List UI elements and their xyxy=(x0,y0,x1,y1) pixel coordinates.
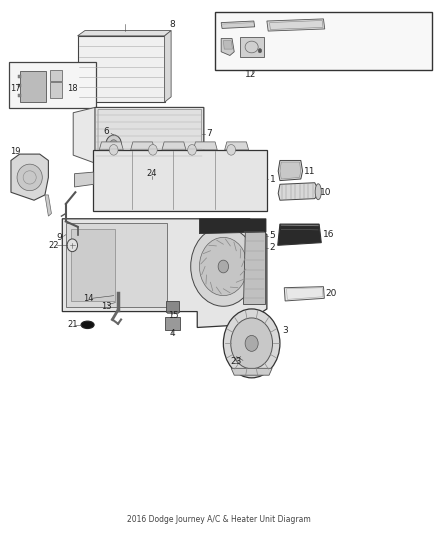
Polygon shape xyxy=(284,287,324,301)
Text: 17: 17 xyxy=(10,84,21,93)
Polygon shape xyxy=(78,36,165,102)
Polygon shape xyxy=(131,142,155,150)
Text: 19: 19 xyxy=(10,148,21,157)
Polygon shape xyxy=(93,150,267,211)
Text: 6: 6 xyxy=(103,127,110,136)
Text: 2016 Dodge Journey A/C & Heater Unit Diagram: 2016 Dodge Journey A/C & Heater Unit Dia… xyxy=(127,515,311,523)
Polygon shape xyxy=(95,108,204,163)
Polygon shape xyxy=(280,162,301,179)
Circle shape xyxy=(218,260,229,273)
Text: 1: 1 xyxy=(270,174,276,183)
Ellipse shape xyxy=(17,164,42,191)
Ellipse shape xyxy=(315,184,321,200)
Bar xyxy=(9,62,96,109)
Bar xyxy=(50,82,62,98)
Polygon shape xyxy=(267,19,325,31)
Polygon shape xyxy=(73,108,204,163)
Polygon shape xyxy=(66,223,167,308)
Polygon shape xyxy=(99,142,123,150)
Polygon shape xyxy=(74,172,94,187)
Bar xyxy=(20,71,46,102)
Text: 21: 21 xyxy=(67,320,78,329)
Text: 14: 14 xyxy=(83,294,94,303)
Polygon shape xyxy=(221,21,254,28)
Circle shape xyxy=(258,49,261,53)
Circle shape xyxy=(191,227,256,306)
Polygon shape xyxy=(11,154,48,200)
Polygon shape xyxy=(223,41,233,49)
Bar xyxy=(18,75,21,78)
Text: 23: 23 xyxy=(231,358,242,367)
Polygon shape xyxy=(165,30,171,102)
Text: 13: 13 xyxy=(101,302,111,311)
Text: 12: 12 xyxy=(245,70,257,79)
Bar xyxy=(215,12,432,70)
Polygon shape xyxy=(221,38,234,55)
Circle shape xyxy=(187,144,196,155)
Circle shape xyxy=(106,135,121,154)
Bar xyxy=(165,317,180,330)
Circle shape xyxy=(245,335,258,351)
Polygon shape xyxy=(162,142,186,150)
Text: 24: 24 xyxy=(146,169,157,178)
Text: 16: 16 xyxy=(322,230,334,239)
Text: 10: 10 xyxy=(321,188,332,197)
Polygon shape xyxy=(71,229,115,301)
Text: 20: 20 xyxy=(325,288,337,297)
Text: 5: 5 xyxy=(269,231,275,240)
Text: 15: 15 xyxy=(168,311,179,320)
Polygon shape xyxy=(78,30,171,36)
Text: 8: 8 xyxy=(170,20,175,29)
Polygon shape xyxy=(193,142,217,150)
Bar xyxy=(166,301,179,312)
Bar xyxy=(240,37,264,57)
Polygon shape xyxy=(45,195,51,216)
Polygon shape xyxy=(243,224,265,304)
Circle shape xyxy=(227,144,236,155)
Text: 7: 7 xyxy=(206,130,212,139)
Polygon shape xyxy=(278,224,321,245)
Text: 18: 18 xyxy=(67,84,78,93)
Polygon shape xyxy=(278,183,318,200)
Bar xyxy=(50,70,62,81)
Polygon shape xyxy=(225,142,249,150)
Bar xyxy=(18,84,21,87)
Circle shape xyxy=(110,144,118,155)
Text: 4: 4 xyxy=(170,329,175,338)
Text: 22: 22 xyxy=(48,241,59,250)
Circle shape xyxy=(231,318,272,369)
Circle shape xyxy=(110,140,117,149)
Polygon shape xyxy=(199,219,266,233)
Bar xyxy=(18,94,21,97)
Text: 11: 11 xyxy=(304,166,315,175)
Ellipse shape xyxy=(81,321,94,328)
Text: 9: 9 xyxy=(57,233,62,242)
Polygon shape xyxy=(62,219,267,327)
Circle shape xyxy=(67,239,78,252)
Circle shape xyxy=(199,237,247,296)
Text: 3: 3 xyxy=(282,326,288,335)
Text: 2: 2 xyxy=(269,244,275,253)
Circle shape xyxy=(223,309,280,378)
Circle shape xyxy=(148,144,157,155)
Polygon shape xyxy=(278,160,303,181)
Bar xyxy=(167,311,178,313)
Polygon shape xyxy=(231,368,272,375)
